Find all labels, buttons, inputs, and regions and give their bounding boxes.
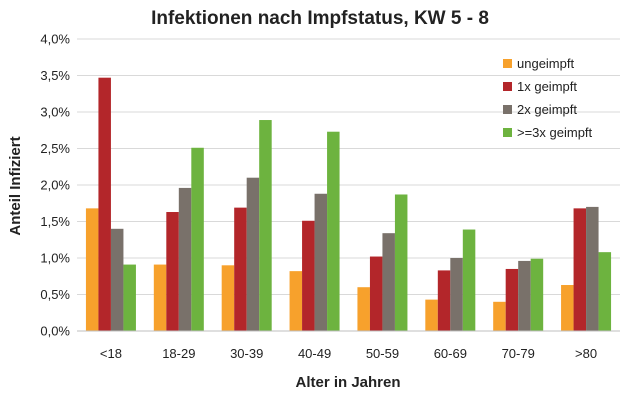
x-tick-label: 18-29: [162, 346, 195, 361]
legend-swatch: [503, 82, 512, 91]
legend-swatch: [503, 59, 512, 68]
y-tick-label: 0,0%: [40, 324, 70, 339]
bar: 1x geimpft 30-39: 1.69: [234, 207, 247, 331]
y-tick-label: 1,5%: [40, 214, 70, 229]
bar: 1x geimpft 18-29: 1.63: [166, 212, 179, 331]
bar: >=3x geimpft >80: 1.08: [598, 252, 612, 331]
bar: >=3x geimpft 60-69: 1.39: [462, 229, 476, 331]
bar: >=3x geimpft 70-79: 0.99: [530, 258, 544, 331]
y-tick-label: 2,0%: [40, 178, 70, 193]
bar: 2x geimpft <18: 1.4: [110, 228, 124, 331]
bar: 1x geimpft 50-59: 1.02: [369, 256, 383, 331]
bar: ungeimpft 70-79: 0.4: [493, 301, 506, 331]
y-tick-label: 4,0%: [40, 32, 70, 47]
bar: ungeimpft 30-39: 0.9: [221, 265, 235, 331]
bar: >=3x geimpft 50-59: 1.87: [394, 194, 408, 331]
y-tick-label: 3,5%: [40, 68, 70, 83]
bar: 1x geimpft 70-79: 0.85: [505, 268, 519, 331]
y-tick-label: 3,0%: [40, 105, 70, 120]
bar: 2x geimpft >80: 1.7: [586, 206, 599, 331]
bar: 2x geimpft 60-69: 1: [450, 258, 463, 331]
x-tick-label: 70-79: [502, 346, 535, 361]
bar: 2x geimpft 30-39: 2.1: [246, 177, 260, 331]
legend-label: 1x geimpft: [517, 79, 577, 94]
legend-label: ungeimpft: [517, 56, 574, 71]
y-tick-label: 1,0%: [40, 251, 70, 266]
bar: ungeimpft <18: 1.68: [85, 208, 99, 331]
x-tick-label: 30-39: [230, 346, 263, 361]
x-tick-label: 40-49: [298, 346, 331, 361]
legend-swatch: [503, 105, 512, 114]
bar: >=3x geimpft 40-49: 2.73: [327, 131, 340, 331]
bar: 2x geimpft 40-49: 1.88: [314, 193, 328, 331]
x-tick-label: 50-59: [366, 346, 399, 361]
bar: >=3x geimpft 18-29: 2.51: [191, 147, 204, 331]
y-tick-label: 2,5%: [40, 141, 70, 156]
x-axis-title: Alter in Jahren: [295, 374, 400, 391]
bar: >=3x geimpft 30-39: 2.89: [259, 120, 272, 331]
bar: ungeimpft >80: 0.63: [561, 285, 574, 331]
bar: 2x geimpft 50-59: 1.34: [382, 233, 395, 331]
y-axis: 0,0% 0,5% 1,0% 1,5% 2,0% 2,5% 3,0% 3,5% 4,0%: [40, 32, 70, 339]
legend-swatch: [503, 128, 512, 137]
bar: ungeimpft 60-69: 0.43: [425, 299, 438, 331]
bar: ungeimpft 40-49: 0.82: [289, 271, 303, 331]
bars: ungeimpft <18: 1.681x geimpft <18: 3.472…: [85, 77, 612, 331]
bar: ungeimpft 50-59: 0.6: [357, 287, 370, 331]
chart-title: Infektionen nach Impfstatus, KW 5 - 8: [151, 8, 489, 29]
bar: 2x geimpft 70-79: 0.96: [518, 260, 531, 331]
bar: 1x geimpft >80: 1.68: [573, 208, 587, 331]
y-tick-label: 0,5%: [40, 287, 70, 302]
bar: 1x geimpft 40-49: 1.51: [302, 220, 315, 331]
x-tick-label: <18: [100, 346, 122, 361]
x-tick-label: >80: [575, 346, 597, 361]
y-axis-title: Anteil Infiziert: [7, 136, 24, 235]
gridlines: [77, 38, 620, 295]
legend: ungeimpft 1x geimpft 2x geimpft >=3x geimpf…: [503, 56, 593, 140]
bar: 1x geimpft 60-69: 0.83: [437, 270, 451, 331]
bar: >=3x geimpft <18: 0.91: [123, 264, 136, 331]
bar: ungeimpft 18-29: 0.91: [153, 264, 167, 331]
legend-label: >=3x geimpft: [517, 125, 593, 140]
x-axis: <18 18-29 30-39 40-49 50-59 60-69 70-79 >80: [100, 346, 597, 361]
bar: 2x geimpft 18-29: 1.96: [178, 187, 192, 331]
x-tick-label: 60-69: [434, 346, 467, 361]
bar: 1x geimpft <18: 3.47: [98, 77, 111, 331]
legend-label: 2x geimpft: [517, 102, 577, 117]
